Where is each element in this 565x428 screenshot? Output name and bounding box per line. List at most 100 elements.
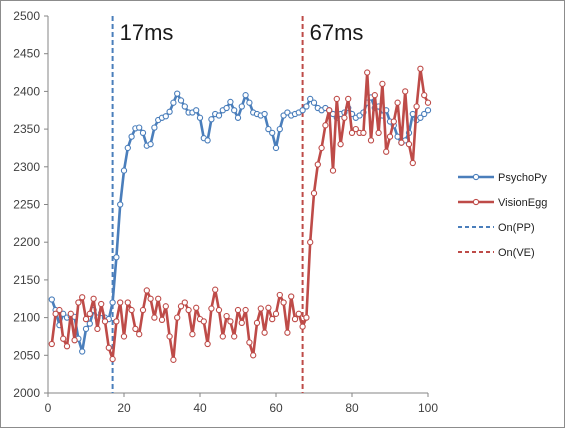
y-tick-label: 2100 xyxy=(13,311,40,325)
data-point xyxy=(345,95,352,103)
data-point xyxy=(136,124,143,131)
data-point xyxy=(348,129,356,137)
data-point xyxy=(117,299,124,306)
data-point xyxy=(63,343,71,350)
data-point xyxy=(265,304,272,311)
data-point xyxy=(71,337,78,344)
data-point xyxy=(341,114,348,121)
data-point xyxy=(113,254,120,261)
data-point xyxy=(246,99,253,106)
data-point xyxy=(98,300,105,308)
data-point xyxy=(246,339,253,346)
data-point xyxy=(185,306,192,314)
data-point xyxy=(284,329,291,336)
x-tick-label: 100 xyxy=(418,401,438,415)
data-point xyxy=(421,110,428,118)
data-point xyxy=(124,144,131,152)
data-point xyxy=(234,114,242,121)
data-point xyxy=(208,116,215,123)
data-point xyxy=(196,114,204,121)
data-point xyxy=(79,348,86,355)
data-point xyxy=(120,333,128,340)
legend-item: On(PP) xyxy=(458,222,535,234)
data-point xyxy=(204,340,211,348)
data-point xyxy=(375,129,382,137)
y-tick-label: 2400 xyxy=(13,84,40,98)
data-point xyxy=(253,319,261,327)
x-tick-label: 80 xyxy=(345,401,359,415)
y-tick-label: 2050 xyxy=(13,348,40,362)
data-point xyxy=(234,306,242,314)
data-point xyxy=(352,125,359,133)
data-point xyxy=(276,125,283,133)
legend-label: PsychoPy xyxy=(498,172,547,184)
data-point xyxy=(398,139,405,146)
data-point xyxy=(128,133,135,140)
data-point xyxy=(402,88,409,95)
y-tick-label: 2250 xyxy=(13,198,40,212)
data-point xyxy=(177,303,185,310)
data-point xyxy=(386,133,394,140)
y-axis-ticks: 2000 2050 2100 2150 2200 2250 2300 2350 2400 2450… xyxy=(13,9,48,400)
data-point xyxy=(193,107,200,114)
data-point xyxy=(250,352,257,359)
data-point xyxy=(143,287,150,294)
data-point xyxy=(303,314,310,321)
legend-item: On(VE) xyxy=(458,247,535,259)
data-point xyxy=(177,97,185,104)
data-point xyxy=(242,92,249,99)
data-point xyxy=(326,107,333,114)
data-point xyxy=(215,112,223,119)
x-tick-label: 40 xyxy=(193,401,207,415)
data-point xyxy=(383,148,390,155)
data-point xyxy=(223,104,230,112)
legend-marker xyxy=(472,198,480,206)
data-point xyxy=(223,312,230,320)
data-point xyxy=(86,320,93,327)
data-point xyxy=(269,129,276,137)
data-point xyxy=(367,137,375,144)
data-point xyxy=(295,310,302,317)
data-point xyxy=(227,98,234,106)
data-point xyxy=(371,92,378,99)
x-tick-label: 0 xyxy=(45,401,52,415)
data-point xyxy=(200,318,207,325)
data-point xyxy=(215,306,223,314)
onset-label: 17ms xyxy=(120,20,174,45)
data-point xyxy=(82,315,90,323)
legend-marker xyxy=(472,173,480,181)
data-point xyxy=(219,333,226,340)
y-tick-label: 2150 xyxy=(13,273,40,287)
legend-label: VisionEgg xyxy=(498,197,547,209)
data-point xyxy=(113,318,120,325)
data-point xyxy=(139,306,147,314)
data-point xyxy=(181,103,188,110)
data-point xyxy=(193,304,200,311)
data-point xyxy=(109,299,116,306)
data-point xyxy=(288,293,295,300)
data-point xyxy=(204,137,211,144)
data-point xyxy=(238,319,245,327)
y-tick-label: 2350 xyxy=(13,122,40,136)
data-point xyxy=(158,316,166,324)
data-point xyxy=(310,99,318,106)
data-point xyxy=(128,306,135,314)
data-point xyxy=(409,110,416,118)
legend: PsychoPy VisionEgg On(PP) On(VE) xyxy=(458,172,547,259)
series-visionegg xyxy=(48,65,432,363)
data-point xyxy=(265,125,272,133)
data-point xyxy=(155,295,162,302)
data-point xyxy=(303,103,310,110)
data-point xyxy=(299,323,306,330)
data-point xyxy=(333,95,340,103)
data-point xyxy=(174,314,181,321)
data-point xyxy=(227,318,234,325)
y-tick-label: 2500 xyxy=(13,9,40,23)
y-tick-label: 2300 xyxy=(13,160,40,174)
data-point xyxy=(405,141,413,148)
data-point xyxy=(291,315,299,323)
series-layer xyxy=(48,65,432,363)
data-point xyxy=(136,331,143,338)
data-point xyxy=(82,325,90,333)
data-point xyxy=(132,325,139,333)
